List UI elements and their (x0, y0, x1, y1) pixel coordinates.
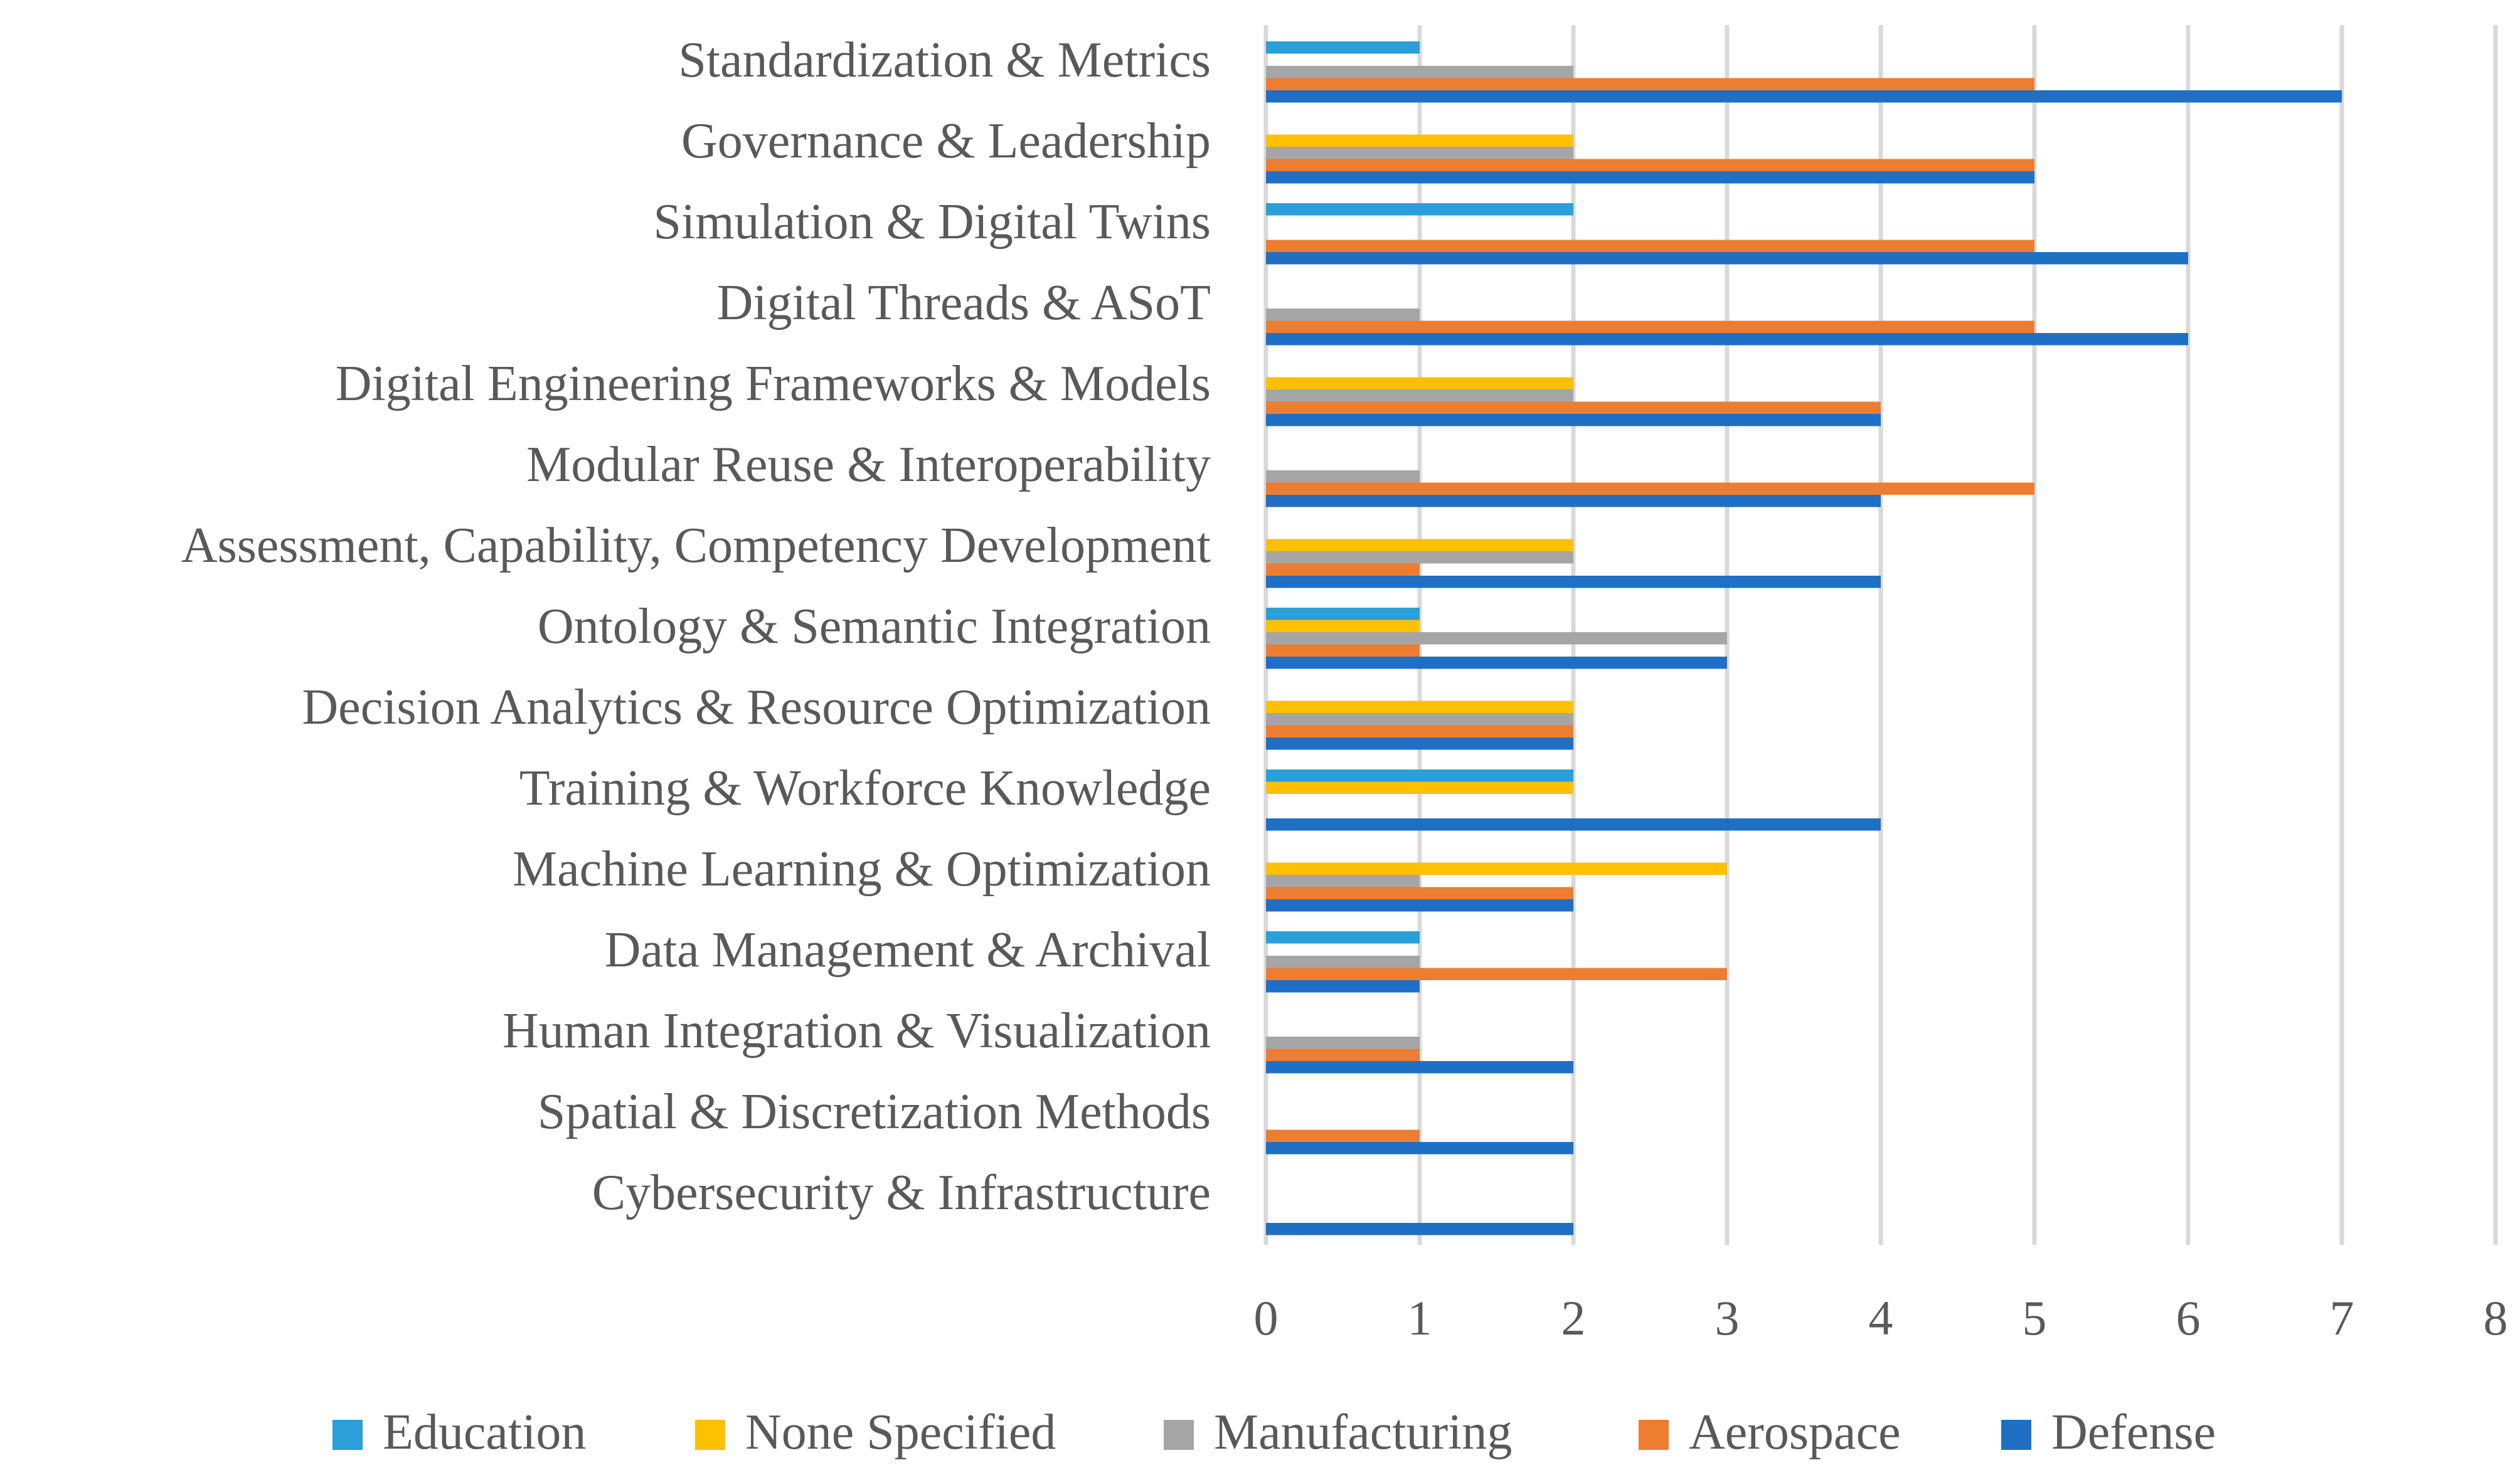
legend-swatch-defense (2001, 1420, 2031, 1450)
bar-none-specified-training-and-workforce-knowledge (1266, 781, 1573, 794)
legend: Education None Specified Manufacturing Aero… (332, 1405, 2216, 1460)
bar-defense-digital-engineering-frameworks-and-models (1266, 414, 1881, 426)
bar-manufacturing-governance-and-leadership (1266, 147, 1573, 159)
category-label-cybersecurity-and-infrastructure: Cybersecurity & Infrastructure (592, 1165, 1211, 1220)
category-label-modular-reuse-and-interoperability: Modular Reuse & Interoperability (526, 437, 1211, 492)
bar-aerospace-human-integration-and-visualization (1266, 1049, 1420, 1061)
category-label-standardization-and-metrics: Standardization & Metrics (678, 33, 1211, 88)
category-label-digital-threads-and-asot: Digital Threads & ASoT (717, 275, 1211, 330)
category-label-data-management-and-archival: Data Management & Archival (605, 923, 1211, 978)
category-label-machine-learning-and-optimization: Machine Learning & Optimization (513, 842, 1211, 897)
bar-manufacturing-digital-engineering-frameworks-and-models (1266, 389, 1573, 402)
bar-defense-cybersecurity-and-infrastructure (1266, 1223, 1573, 1235)
category-label-governance-and-leadership: Governance & Leadership (681, 114, 1211, 169)
bar-defense-spatial-and-discretization-methods (1266, 1142, 1573, 1155)
legend-label-manufacturing: Manufacturing (1214, 1405, 1512, 1460)
bar-education-standardization-and-metrics (1266, 41, 1420, 54)
bar-defense-machine-learning-and-optimization (1266, 899, 1573, 912)
x-tick-label-4: 4 (1869, 1291, 1893, 1345)
bar-none-specified-ontology-and-semantic-integration (1266, 620, 1420, 632)
category-label-training-and-workforce-knowledge: Training & Workforce Knowledge (519, 761, 1211, 816)
category-label-human-integration-and-visualization: Human Integration & Visualization (502, 1003, 1211, 1059)
category-labels: Standardization & Metrics Governance & Le… (181, 33, 1211, 1220)
legend-swatch-aerospace (1639, 1420, 1669, 1450)
bar-education-training-and-workforce-knowledge (1266, 769, 1573, 782)
bar-aerospace-simulation-and-digital-twins (1266, 240, 2034, 252)
legend-label-education: Education (383, 1405, 586, 1460)
bar-aerospace-ontology-and-semantic-integration (1266, 644, 1420, 657)
bar-aerospace-modular-reuse-and-interoperability (1266, 482, 2034, 495)
bar-aerospace-digital-engineering-frameworks-and-models (1266, 401, 1881, 414)
bar-aerospace-standardization-and-metrics (1266, 78, 2034, 90)
bar-aerospace-machine-learning-and-optimization (1266, 887, 1573, 899)
bar-aerospace-governance-and-leadership (1266, 159, 2034, 171)
bar-defense-ontology-and-semantic-integration (1266, 657, 1727, 669)
bar-aerospace-spatial-and-discretization-methods (1266, 1129, 1420, 1142)
x-axis-ticks: 0 1 2 3 4 5 6 7 8 (1254, 1291, 2508, 1345)
x-tick-label-3: 3 (1715, 1291, 1740, 1345)
bar-defense-assessment-capability-competency-development (1266, 576, 1881, 588)
bar-manufacturing-assessment-capability-competency-development (1266, 551, 1573, 564)
bar-none-specified-machine-learning-and-optimization (1266, 862, 1727, 875)
category-label-ontology-and-semantic-integration: Ontology & Semantic Integration (538, 599, 1211, 654)
bar-defense-digital-threads-and-asot (1266, 333, 2188, 346)
bar-defense-simulation-and-digital-twins (1266, 252, 2188, 265)
legend-swatch-manufacturing (1164, 1420, 1194, 1450)
bar-education-simulation-and-digital-twins (1266, 203, 1573, 216)
legend-swatch-none-specified (695, 1420, 725, 1450)
bar-manufacturing-human-integration-and-visualization (1266, 1037, 1420, 1049)
bar-defense-human-integration-and-visualization (1266, 1061, 1573, 1074)
x-tick-label-7: 7 (2330, 1291, 2354, 1345)
bar-manufacturing-machine-learning-and-optimization (1266, 875, 1420, 887)
bar-manufacturing-decision-analytics-and-resource-optimization (1266, 713, 1573, 726)
legend-label-defense: Defense (2051, 1405, 2216, 1460)
bar-defense-decision-analytics-and-resource-optimization (1266, 738, 1573, 750)
bar-manufacturing-standardization-and-metrics (1266, 66, 1573, 78)
category-label-digital-engineering-frameworks-and-models: Digital Engineering Frameworks & Models (336, 356, 1211, 411)
bar-manufacturing-digital-threads-and-asot (1266, 309, 1420, 321)
bar-defense-governance-and-leadership (1266, 171, 2034, 184)
x-tick-label-8: 8 (2484, 1291, 2508, 1345)
bar-defense-standardization-and-metrics (1266, 90, 2342, 103)
bar-aerospace-data-management-and-archival (1266, 968, 1727, 980)
bar-defense-training-and-workforce-knowledge (1266, 818, 1881, 831)
category-label-simulation-and-digital-twins: Simulation & Digital Twins (653, 194, 1211, 250)
bar-aerospace-decision-analytics-and-resource-optimization (1266, 725, 1573, 738)
bar-none-specified-assessment-capability-competency-development (1266, 539, 1573, 551)
x-tick-label-5: 5 (2023, 1291, 2047, 1345)
x-tick-label-0: 0 (1254, 1291, 1279, 1345)
bar-education-data-management-and-archival (1266, 931, 1420, 944)
bars (1266, 41, 2342, 1235)
bar-manufacturing-data-management-and-archival (1266, 956, 1420, 968)
bar-none-specified-decision-analytics-and-resource-optimization (1266, 700, 1573, 713)
bar-defense-data-management-and-archival (1266, 980, 1420, 993)
bar-none-specified-governance-and-leadership (1266, 134, 1573, 147)
gridlines (1263, 25, 2498, 1245)
category-label-spatial-and-discretization-methods: Spatial & Discretization Methods (538, 1084, 1211, 1139)
legend-label-none-specified: None Specified (745, 1405, 1056, 1460)
legend-swatch-education (332, 1420, 363, 1450)
category-label-assessment-capability-competency-development: Assessment, Capability, Competency Devel… (181, 518, 1211, 573)
bar-none-specified-digital-engineering-frameworks-and-models (1266, 377, 1573, 389)
x-tick-label-2: 2 (1561, 1291, 1586, 1345)
bar-manufacturing-modular-reuse-and-interoperability (1266, 470, 1420, 483)
x-tick-label-1: 1 (1408, 1291, 1432, 1345)
bar-defense-modular-reuse-and-interoperability (1266, 495, 1881, 507)
bar-education-ontology-and-semantic-integration (1266, 608, 1420, 620)
legend-label-aerospace: Aerospace (1689, 1405, 1901, 1460)
bar-aerospace-digital-threads-and-asot (1266, 320, 2034, 333)
bar-manufacturing-ontology-and-semantic-integration (1266, 632, 1727, 645)
x-tick-label-6: 6 (2176, 1291, 2201, 1345)
category-label-decision-analytics-and-resource-optimization: Decision Analytics & Resource Optimizati… (302, 680, 1211, 735)
bar-aerospace-assessment-capability-competency-development (1266, 563, 1420, 576)
